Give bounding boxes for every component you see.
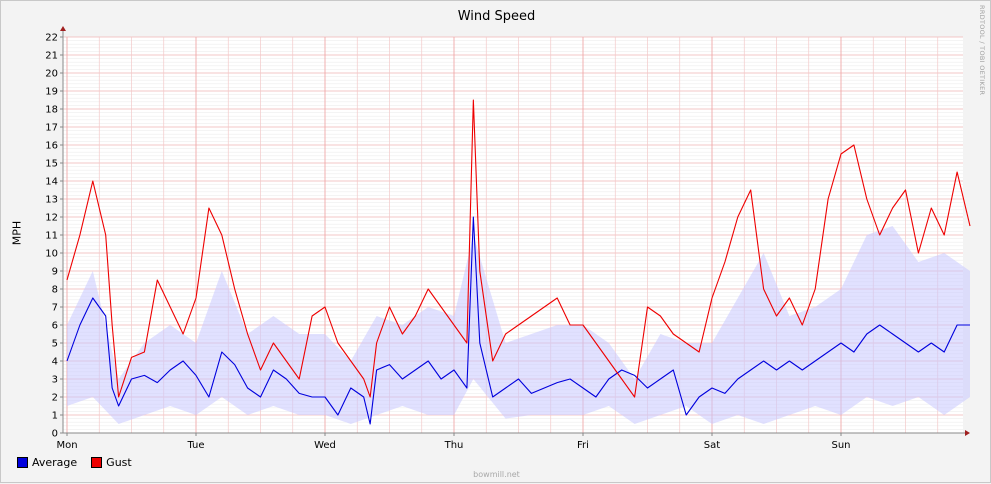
y-axis-arrow xyxy=(60,26,66,31)
y-tick-label: 22 xyxy=(45,33,58,44)
chart-title: Wind Speed xyxy=(457,9,536,24)
y-tick-label: 18 xyxy=(45,105,58,116)
legend-item-gust: Gust xyxy=(91,456,132,469)
legend-swatch-gust xyxy=(91,457,103,468)
legend-swatch-average xyxy=(17,457,28,468)
x-tick-label: Wed xyxy=(314,440,336,451)
y-tick-label: 14 xyxy=(45,177,58,188)
y-tick-label: 21 xyxy=(45,51,58,62)
y-tick-label: 17 xyxy=(45,123,58,134)
y-tick-label: 1 xyxy=(52,411,58,422)
y-tick-label: 10 xyxy=(45,249,58,260)
y-tick-label: 11 xyxy=(45,231,58,242)
y-tick-label: 20 xyxy=(45,69,58,80)
series-line-gust xyxy=(66,99,971,398)
x-axis-arrow xyxy=(965,430,970,436)
y-tick-label: 5 xyxy=(52,339,58,350)
y-tick-label: 16 xyxy=(45,141,58,152)
y-tick-label: 4 xyxy=(52,357,58,368)
y-tick-label: 13 xyxy=(45,195,58,206)
y-tick-label: 2 xyxy=(52,393,58,404)
x-tick-label: Thu xyxy=(444,440,464,451)
y-tick-label: 6 xyxy=(52,321,58,332)
y-tick-label: 9 xyxy=(52,267,58,278)
footer-credit: bowmill.net xyxy=(473,470,520,479)
legend-label-average: Average xyxy=(32,456,78,469)
x-tick-label: Fri xyxy=(577,440,589,451)
y-tick-label: 19 xyxy=(45,87,58,98)
y-tick-label: 0 xyxy=(52,429,58,440)
x-tick-label: Tue xyxy=(186,440,204,451)
x-tick-label: Sat xyxy=(704,440,720,451)
x-tick-label: Sun xyxy=(831,440,850,451)
x-tick-label: Mon xyxy=(56,440,77,451)
y-tick-label: 8 xyxy=(52,285,58,296)
y-tick-label: 12 xyxy=(45,213,58,224)
legend-item-average: Average xyxy=(17,456,77,469)
legend-label-gust: Gust xyxy=(106,456,132,469)
series-line-average xyxy=(66,216,970,425)
y-tick-label: 15 xyxy=(45,159,58,170)
y-tick-label: 3 xyxy=(52,375,58,386)
y-tick-label: 7 xyxy=(52,303,58,314)
watermark: RRDTOOL / TOBI OETIKER xyxy=(978,5,986,96)
legend: Average Gust xyxy=(17,456,146,469)
